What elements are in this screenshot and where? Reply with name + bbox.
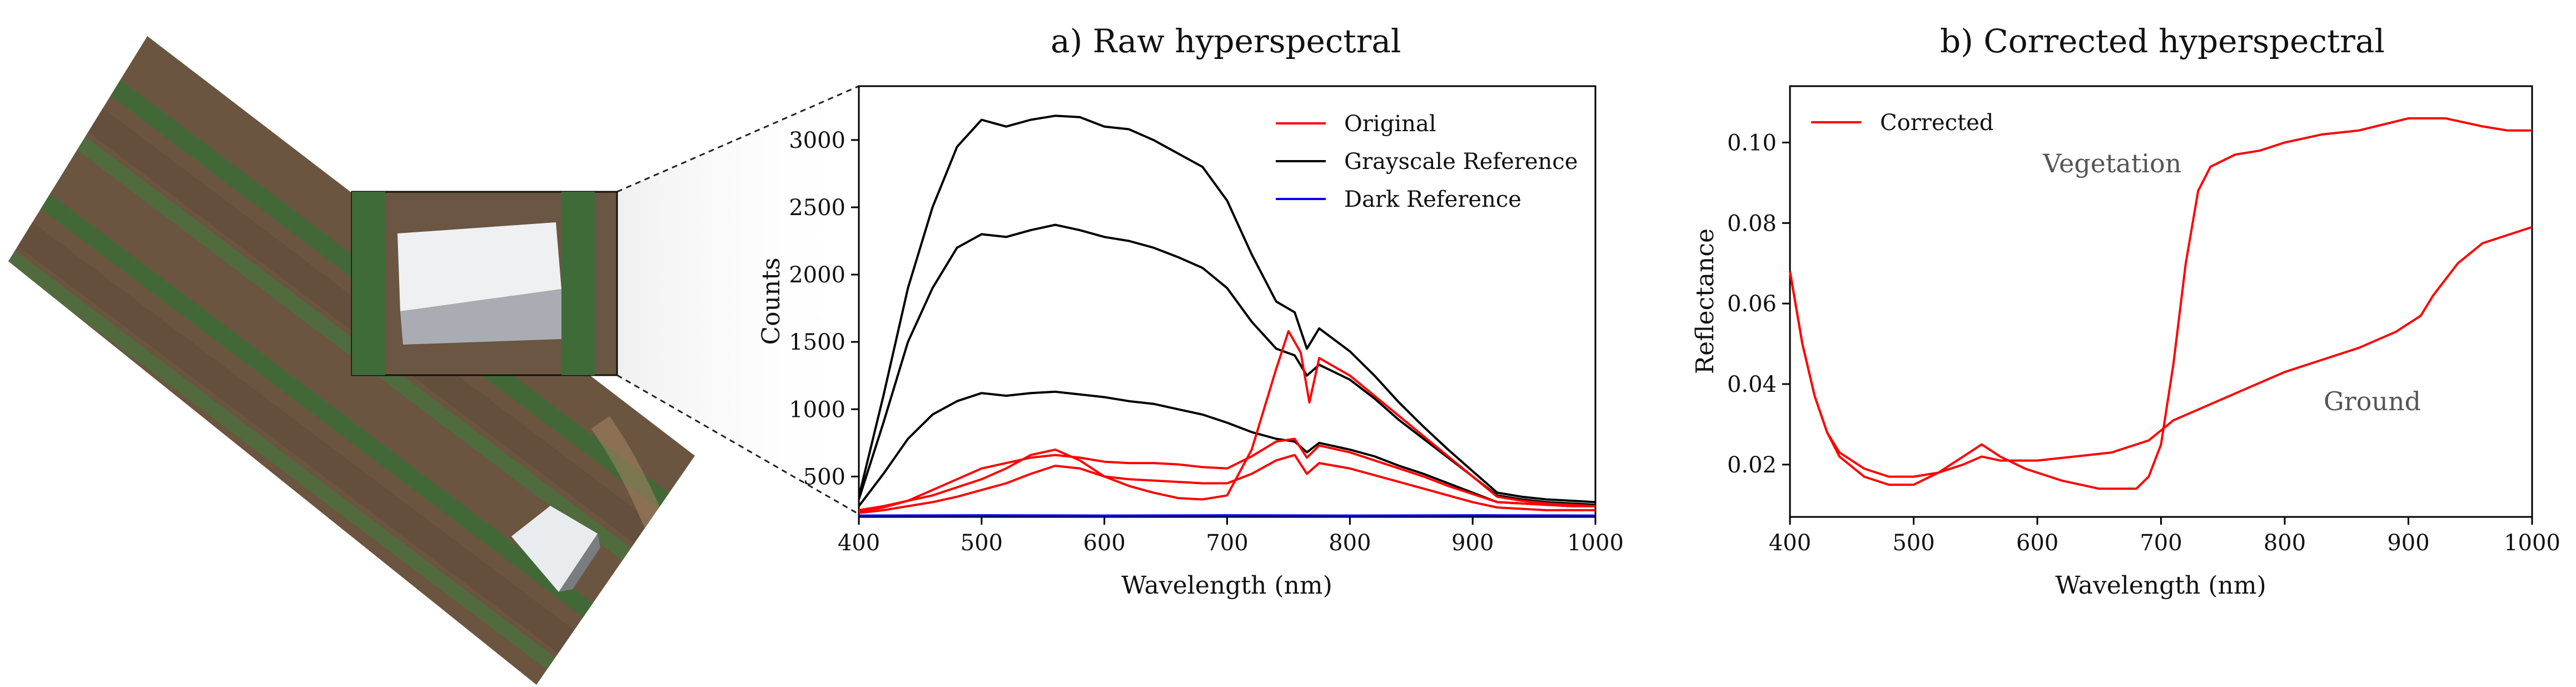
chart-a-series-line	[858, 514, 1596, 517]
chart-b-xtick-label: 600	[2016, 530, 2058, 556]
inset-panel-side	[400, 289, 561, 345]
zoom-inset	[351, 85, 859, 515]
reference-panel-shadow	[559, 534, 600, 592]
chart-b-xtick-label: 500	[1892, 530, 1935, 556]
inset-crop-left	[352, 192, 385, 375]
chart-a-xtick-label: 700	[1206, 530, 1248, 556]
chart-b-xtick-label: 1000	[2504, 530, 2560, 556]
annotation-vegetation: Vegetation	[2042, 148, 2181, 178]
chart-a-ytick-label: 1000	[789, 397, 846, 422]
chart-a-series	[858, 114, 1596, 517]
chart-a-xtick-label: 600	[1083, 530, 1125, 556]
chart-b-xtick-label: 900	[2387, 530, 2429, 556]
chart-b-xlabel: Wavelength (nm)	[2055, 571, 2266, 600]
legend-label-corrected: Corrected	[1880, 110, 1993, 136]
chart-a-ytick-label: 2000	[789, 262, 846, 288]
chart-b-ytick-label: 0.06	[1727, 291, 1777, 317]
inset-panel	[397, 222, 561, 311]
soil-furrow	[8, 147, 688, 685]
chart-a-xtick-label: 900	[1451, 530, 1494, 556]
chart-a-ytick-label: 2500	[789, 195, 846, 221]
crop-row	[8, 120, 695, 685]
panel-a-title: a) Raw hyperspectral	[1051, 22, 1401, 60]
chart-b-ytick-label: 0.02	[1727, 452, 1777, 478]
chart-b-series-line	[1789, 226, 2533, 478]
chart-a-legend: Original Grayscale Reference Dark Refere…	[1276, 111, 1578, 212]
zoom-shade	[617, 86, 859, 514]
chart-a-ticks: 400 500 600 700 800 900 1000 500 1000 1500 2000 250…	[789, 128, 1624, 556]
chart-a-ytick-label: 3000	[789, 128, 846, 153]
legend-label-grayscale: Grayscale Reference	[1344, 149, 1578, 175]
zoom-line-bottom	[616, 374, 859, 515]
chart-b: 400 500 600 700 800 900 1000 0.02 0.04 0.06 0.08 0.…	[1691, 85, 2560, 600]
chart-a-ytick-label: 1500	[789, 330, 846, 355]
legend-label-original: Original	[1344, 111, 1436, 137]
inset-crop-right	[561, 192, 595, 375]
chart-a-ylabel: Counts	[757, 257, 785, 345]
chart-a-xtick-label: 400	[838, 530, 880, 556]
chart-b-ylabel: Reflectance	[1691, 228, 1719, 374]
chart-a-series-line	[858, 454, 1595, 514]
crop-row	[8, 173, 668, 685]
panel-b-title: b) Corrected hyperspectral	[1940, 22, 2385, 60]
chart-a-ytick-label: 500	[803, 464, 846, 490]
chart-b-ytick-label: 0.10	[1727, 130, 1777, 156]
chart-a-series-line	[858, 223, 1596, 506]
chart-a-series-line	[858, 114, 1596, 504]
zoom-line-top	[616, 85, 859, 193]
chart-b-ticks: 400 500 600 700 800 900 1000 0.02 0.04 0.06 0.08 0.…	[1727, 130, 2560, 556]
chart-b-legend: Corrected	[1811, 110, 1993, 136]
reference-panel	[511, 506, 598, 592]
chart-a-xtick-label: 500	[961, 530, 1003, 556]
chart-b-xtick-label: 700	[2140, 530, 2182, 556]
chart-a-xlabel: Wavelength (nm)	[1121, 571, 1332, 600]
legend-label-dark: Dark Reference	[1344, 187, 1521, 212]
chart-a-series-line	[858, 390, 1595, 507]
chart-a: 400 500 600 700 800 900 1000 500 1000 1500 2000 250…	[757, 85, 1624, 600]
chart-a-series-line	[858, 330, 1596, 511]
chart-b-series-line	[1789, 117, 2532, 490]
chart-a-series-line	[858, 437, 1595, 513]
chart-a-xtick-label: 1000	[1567, 530, 1624, 556]
chart-a-xtick-label: 800	[1329, 530, 1371, 556]
chart-b-xtick-label: 400	[1769, 530, 1811, 556]
chart-b-xtick-label: 800	[2264, 530, 2306, 556]
chart-b-ytick-label: 0.08	[1727, 211, 1777, 236]
chart-b-series	[1789, 117, 2533, 490]
annotation-ground: Ground	[2324, 386, 2421, 416]
chart-b-ytick-label: 0.04	[1727, 372, 1777, 397]
